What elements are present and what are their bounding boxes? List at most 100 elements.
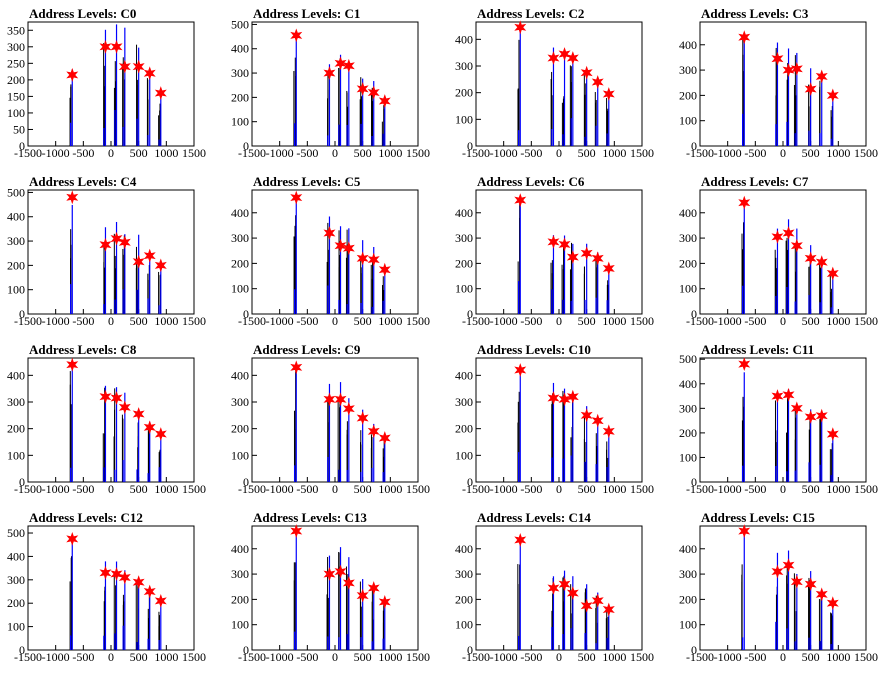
peak-marker (771, 389, 784, 403)
y-tick-label: 200 (7, 258, 25, 272)
x-tick-label: -500 (744, 146, 766, 160)
x-tick-label: -1500 (238, 482, 266, 496)
x-tick-label: -1000 (490, 146, 518, 160)
panel-8: Address Levels: C8 0 100 200 300 400 -1500 -100… (7, 342, 206, 496)
peak-marker (514, 20, 527, 35)
y-tick-label: 100 (7, 448, 25, 462)
x-tick-label: 1500 (406, 482, 430, 496)
y-tick-label: 100 (231, 448, 249, 462)
peak-marker (356, 251, 369, 266)
peak-marker (558, 47, 571, 61)
y-tick-label: 300 (679, 231, 697, 245)
panel-6: Address Levels: C6 0 100 200 300 400 -1500 -100… (455, 174, 654, 328)
x-tick-label: 0 (780, 650, 786, 664)
y-tick-label: 300 (679, 567, 697, 581)
x-tick-label: 500 (354, 482, 372, 496)
peak-marker (110, 391, 123, 405)
y-tick-label: 100 (231, 282, 249, 296)
y-tick-label: 400 (455, 542, 473, 556)
peak-marker (154, 258, 167, 273)
y-tick-label: 0 (691, 139, 697, 153)
panel-10: Address Levels: C10 0 100 200 300 400 -1500 -10… (455, 342, 654, 496)
y-tick-label: 500 (679, 352, 697, 366)
y-tick-label: 100 (679, 114, 697, 128)
y-tick-label: 200 (231, 422, 249, 436)
y-tick-label: 200 (455, 86, 473, 100)
panel-title: Address Levels: C9 (253, 342, 361, 357)
y-tick-label: 0 (243, 643, 249, 657)
x-tick-label: -1000 (266, 482, 294, 496)
peak-marker (132, 254, 145, 269)
x-tick-label: 0 (332, 146, 338, 160)
y-tick-label: 200 (679, 256, 697, 270)
plot-frame (699, 525, 867, 651)
panel-3: Address Levels: C3 0 100 200 300 400 -1500 -100… (679, 6, 878, 160)
x-tick-label: 1000 (602, 650, 626, 664)
peak-marker (547, 581, 560, 595)
peak-marker (771, 564, 784, 579)
x-tick-label: 0 (556, 146, 562, 160)
x-tick-label: 1000 (826, 146, 850, 160)
y-tick-label: 400 (679, 206, 697, 220)
peak-marker (290, 28, 303, 43)
panel-title: Address Levels: C5 (253, 174, 361, 189)
x-tick-label: 0 (332, 314, 338, 328)
x-tick-label: -1000 (42, 482, 70, 496)
peak-marker (378, 262, 391, 277)
x-tick-label: -1000 (42, 314, 70, 328)
x-tick-label: 1000 (826, 482, 850, 496)
peak-marker (580, 408, 593, 423)
x-tick-label: 0 (108, 650, 114, 664)
x-tick-label: -1500 (14, 482, 42, 496)
x-tick-label: -500 (72, 650, 94, 664)
x-tick-label: -1000 (490, 314, 518, 328)
y-tick-label: 100 (455, 112, 473, 126)
x-tick-label: -1500 (238, 146, 266, 160)
peak-marker (334, 56, 347, 71)
y-tick-label: 0 (467, 139, 473, 153)
x-tick-label: -1000 (714, 314, 742, 328)
panel-0: Address Levels: C0 0 50 100 150 200 250 300 350 -… (7, 6, 206, 160)
peak-marker (826, 88, 839, 103)
y-tick-label: 200 (679, 426, 697, 440)
y-tick-label: 0 (243, 307, 249, 321)
peak-marker (790, 238, 803, 253)
y-tick-label: 400 (679, 38, 697, 52)
x-tick-label: 500 (130, 482, 148, 496)
peak-marker (154, 593, 167, 608)
x-tick-label: 1500 (406, 314, 430, 328)
peak-marker (323, 66, 336, 80)
y-tick-label: 0 (691, 307, 697, 321)
x-tick-label: -1000 (266, 146, 294, 160)
panel-title: Address Levels: C10 (477, 342, 591, 357)
x-tick-label: -1000 (42, 650, 70, 664)
peak-marker (738, 357, 751, 372)
x-tick-label: 0 (556, 482, 562, 496)
peak-marker (547, 234, 560, 249)
peak-marker (826, 596, 839, 611)
peak-marker (132, 575, 145, 590)
panel-title: Address Levels: C12 (29, 510, 143, 525)
peak-marker (790, 61, 803, 76)
peak-marker (591, 75, 604, 89)
peak-marker (356, 81, 369, 96)
peak-marker (143, 248, 156, 263)
peak-marker (591, 251, 604, 266)
x-tick-label: -1000 (490, 650, 518, 664)
peak-marker (782, 558, 795, 573)
y-tick-label: 400 (231, 542, 249, 556)
x-tick-label: -1000 (714, 146, 742, 160)
peak-marker (154, 86, 167, 101)
y-tick-label: 0 (467, 307, 473, 321)
x-tick-label: -1500 (238, 650, 266, 664)
peak-marker (558, 237, 571, 252)
y-tick-label: 500 (231, 17, 249, 31)
x-tick-label: -1500 (14, 650, 42, 664)
panel-title: Address Levels: C6 (477, 174, 585, 189)
y-tick-label: 300 (679, 401, 697, 415)
y-tick-label: 400 (231, 368, 249, 382)
y-tick-label: 300 (231, 231, 249, 245)
panel-title: Address Levels: C1 (253, 6, 360, 21)
x-tick-label: 500 (578, 650, 596, 664)
